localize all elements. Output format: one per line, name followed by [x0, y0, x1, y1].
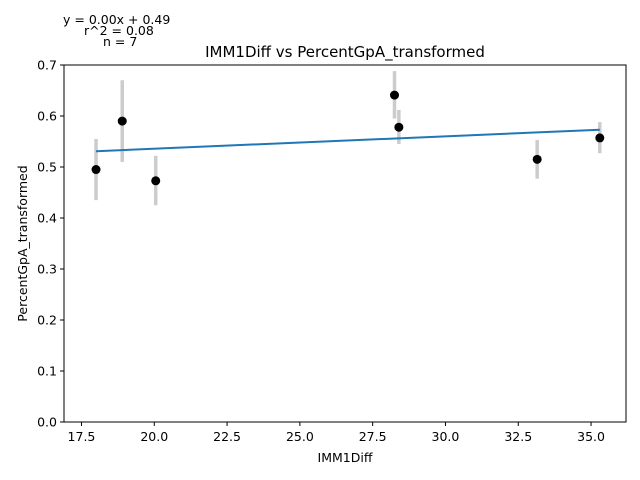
r-squared: r^2 = 0.08 — [84, 23, 154, 38]
sample-size: n = 7 — [103, 34, 138, 49]
y-tick-label-0: 0.0 — [37, 415, 57, 430]
plot-frame — [63, 64, 627, 423]
data-point-5 — [532, 154, 542, 164]
x-tick-label-2: 22.5 — [213, 429, 241, 444]
y-axis-ticks: 0.0 0.1 0.2 0.3 0.4 0.5 0.6 0.7 — [37, 58, 64, 430]
data-point-1 — [117, 116, 127, 126]
data-points — [91, 90, 605, 186]
data-point-2 — [151, 176, 161, 186]
data-point-6 — [595, 133, 605, 143]
x-tick-label-0: 17.5 — [68, 429, 96, 444]
fit-equation: y = 0.00x + 0.49 — [63, 12, 171, 27]
y-tick-label-6: 0.6 — [37, 109, 57, 124]
y-tick-label-1: 0.1 — [37, 364, 57, 379]
x-axis-ticks: 17.5 20.0 22.5 25.0 27.5 30.0 32.5 35.0 — [68, 422, 605, 444]
y-tick-label-5: 0.5 — [37, 160, 57, 175]
fit-line — [95, 128, 600, 153]
x-tick-label-3: 25.0 — [286, 429, 314, 444]
data-point-4 — [394, 122, 404, 132]
data-point-0 — [91, 165, 101, 175]
x-tick-label-5: 30.0 — [432, 429, 460, 444]
x-tick-label-7: 35.0 — [577, 429, 605, 444]
y-tick-label-3: 0.3 — [37, 262, 57, 277]
y-tick-label-2: 0.2 — [37, 313, 57, 328]
y-tick-label-4: 0.4 — [37, 211, 57, 226]
chart-title: IMM1Diff vs PercentGpA_transformed — [205, 43, 485, 62]
data-point-3 — [390, 90, 400, 100]
y-tick-label-7: 0.7 — [37, 58, 57, 73]
x-axis-label: IMM1Diff — [318, 450, 373, 465]
x-tick-label-4: 27.5 — [359, 429, 387, 444]
fit-line-group — [95, 128, 600, 153]
y-axis-label: PercentGpA_transformed — [15, 165, 30, 321]
error-bars — [94, 71, 602, 206]
x-tick-label-1: 20.0 — [140, 429, 168, 444]
x-tick-label-6: 32.5 — [504, 429, 532, 444]
